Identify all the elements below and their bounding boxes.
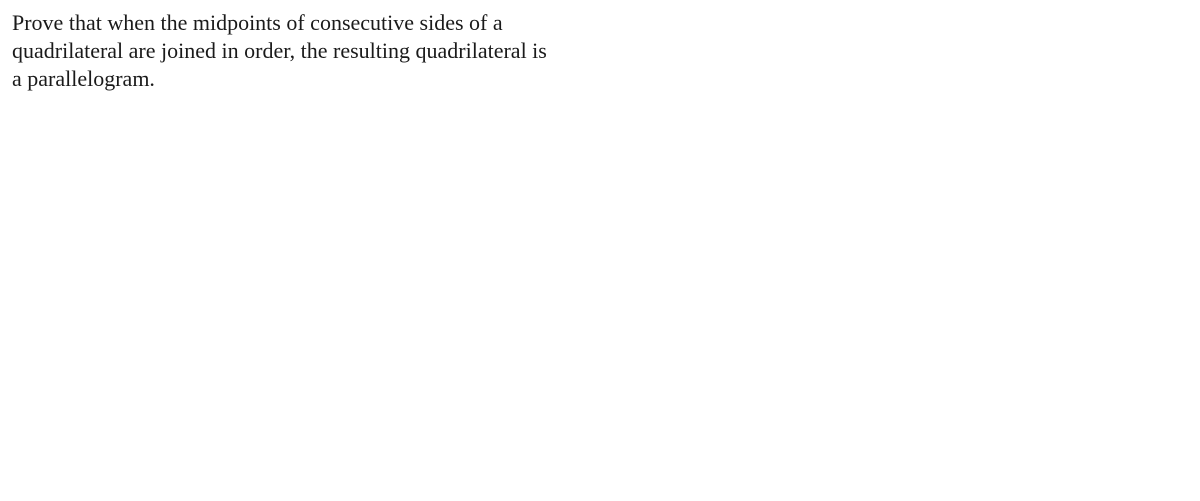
text-line-1: Prove that when the midpoints of consecu… — [12, 9, 652, 37]
text-line-2: quadrilateral are joined in order, the r… — [12, 37, 652, 65]
text-line-3: a parallelogram. — [12, 65, 652, 93]
problem-statement: Prove that when the midpoints of consecu… — [12, 9, 652, 93]
